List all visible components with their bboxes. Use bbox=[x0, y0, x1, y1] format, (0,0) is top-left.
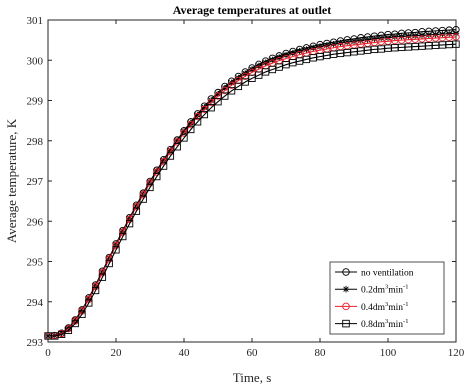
data-point bbox=[125, 220, 134, 228]
x-tick-label: 120 bbox=[448, 347, 465, 359]
data-point bbox=[91, 286, 100, 295]
axis-ticks: 0 20 40 60 80 100 120 293 294 295 296 297 298 299 300 3… bbox=[27, 15, 465, 359]
series-line bbox=[48, 43, 457, 337]
y-tick-label: 295 bbox=[27, 257, 44, 269]
data-point bbox=[78, 310, 86, 318]
x-tick-label: 60 bbox=[247, 347, 259, 359]
y-tick-label: 301 bbox=[27, 15, 44, 27]
data-point bbox=[71, 319, 79, 328]
y-tick-label: 300 bbox=[27, 55, 44, 67]
legend-label: no ventilation bbox=[361, 269, 414, 279]
data-point bbox=[221, 92, 229, 100]
data-point bbox=[342, 285, 350, 293]
data-point bbox=[180, 134, 188, 142]
legend-label: 0.4dm3min-1 bbox=[361, 301, 408, 313]
data-point bbox=[112, 246, 120, 254]
data-point bbox=[342, 319, 350, 328]
data-point bbox=[166, 152, 175, 160]
data-point bbox=[112, 241, 120, 250]
legend-entry: 0.8dm3min-1 bbox=[335, 318, 408, 330]
data-point bbox=[125, 215, 134, 223]
data-point bbox=[119, 228, 127, 236]
data-point bbox=[85, 299, 93, 307]
data-point bbox=[146, 183, 154, 192]
x-tick-label: 40 bbox=[179, 347, 191, 359]
y-tick-label: 294 bbox=[27, 297, 44, 309]
data-point bbox=[207, 104, 215, 112]
data-point bbox=[214, 98, 222, 106]
y-tick-label: 298 bbox=[27, 136, 44, 148]
data-point bbox=[193, 118, 202, 126]
data-point bbox=[342, 268, 350, 276]
data-point bbox=[132, 207, 141, 215]
data-point bbox=[57, 330, 66, 339]
data-point bbox=[187, 125, 195, 134]
y-tick-label: 296 bbox=[27, 216, 44, 228]
data-point bbox=[64, 326, 73, 334]
series-3 bbox=[44, 40, 460, 340]
series-layer bbox=[44, 26, 460, 340]
data-point bbox=[153, 172, 161, 181]
legend-label: 0.2dm3min-1 bbox=[361, 284, 408, 296]
data-point bbox=[452, 40, 460, 48]
data-point bbox=[173, 143, 181, 151]
data-point bbox=[132, 203, 141, 211]
series-line bbox=[47, 36, 457, 337]
data-point bbox=[159, 162, 168, 170]
x-axis-label: Time, s bbox=[233, 370, 272, 385]
legend-entry: no ventilation bbox=[335, 268, 414, 279]
legend-entry: 0.4dm3min-1 bbox=[335, 301, 408, 313]
y-tick-label: 299 bbox=[27, 96, 44, 108]
data-point bbox=[139, 195, 147, 203]
data-point bbox=[342, 302, 350, 311]
data-point bbox=[105, 259, 113, 268]
data-point bbox=[98, 273, 107, 281]
y-tick-label: 297 bbox=[27, 176, 44, 188]
data-point bbox=[234, 82, 243, 91]
chart-title: Average temperatures at outlet bbox=[173, 3, 332, 17]
data-point bbox=[452, 33, 460, 41]
legend-label: 0.8dm3min-1 bbox=[361, 318, 408, 330]
data-point bbox=[119, 232, 127, 241]
legend-entry: 0.2dm3min-1 bbox=[335, 284, 408, 296]
data-point bbox=[200, 110, 209, 119]
legend: no ventilation 0.2dm3min-1 0.4dm3min-1 0.8d… bbox=[329, 261, 445, 335]
y-tick-label: 293 bbox=[27, 337, 44, 349]
y-axis-label: Average temperature, K bbox=[4, 118, 19, 243]
x-tick-label: 80 bbox=[315, 347, 327, 359]
x-tick-label: 100 bbox=[380, 347, 397, 359]
x-tick-label: 0 bbox=[45, 347, 51, 359]
data-point bbox=[227, 87, 236, 95]
x-tick-label: 20 bbox=[111, 347, 123, 359]
